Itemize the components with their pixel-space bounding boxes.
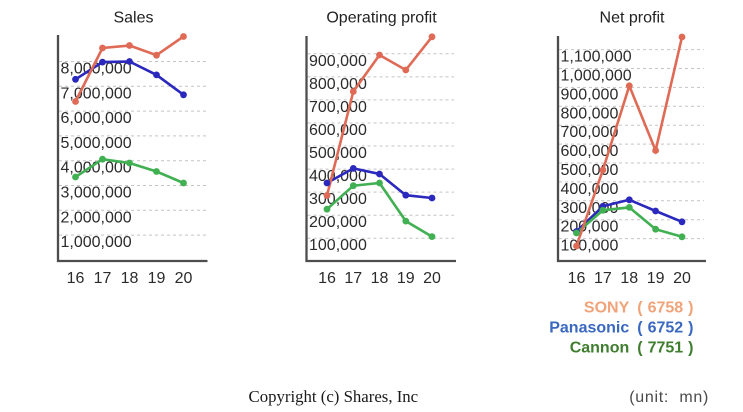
svg-text:Cannon(7751): Cannon(7751) (570, 340, 694, 357)
svg-text:16: 16 (568, 270, 586, 287)
svg-text:3,000,000: 3,000,000 (61, 185, 132, 202)
svg-text:17: 17 (344, 270, 362, 287)
svg-text:17: 17 (594, 270, 612, 287)
svg-text:20: 20 (175, 270, 193, 287)
svg-text:700,000: 700,000 (561, 124, 619, 141)
svg-text:900,000: 900,000 (309, 53, 367, 70)
svg-text:Copyright (c) Shares, Inc: Copyright (c) Shares, Inc (249, 387, 419, 406)
svg-text:1,000,000: 1,000,000 (61, 234, 132, 251)
svg-text:Panasonic(6752): Panasonic(6752) (549, 320, 693, 337)
svg-text:19: 19 (148, 270, 166, 287)
svg-text:19: 19 (397, 270, 415, 287)
svg-text:7,000,000: 7,000,000 (61, 85, 132, 102)
svg-text:16: 16 (318, 270, 336, 287)
svg-text:800,000: 800,000 (561, 105, 619, 122)
svg-text:600,000: 600,000 (561, 143, 619, 160)
svg-text:1,100,000: 1,100,000 (561, 49, 632, 66)
svg-text:18: 18 (371, 270, 389, 287)
svg-text:1,000,000: 1,000,000 (561, 68, 632, 85)
svg-text:(unit: mn): (unit: mn) (629, 389, 709, 406)
svg-text:16: 16 (67, 270, 85, 287)
svg-text:17: 17 (94, 270, 112, 287)
svg-text:8,000,000: 8,000,000 (61, 61, 132, 78)
svg-text:Sales: Sales (113, 10, 153, 27)
svg-text:700,000: 700,000 (309, 99, 367, 116)
svg-text:100,000: 100,000 (309, 237, 367, 254)
svg-text:20: 20 (423, 270, 441, 287)
svg-text:18: 18 (620, 270, 638, 287)
svg-text:500,000: 500,000 (561, 162, 619, 179)
svg-text:600,000: 600,000 (309, 122, 367, 139)
svg-text:18: 18 (121, 270, 139, 287)
svg-text:Net profit: Net profit (600, 10, 665, 27)
svg-text:400,000: 400,000 (561, 181, 619, 198)
svg-text:4,000,000: 4,000,000 (61, 160, 132, 177)
svg-text:SONY(6758): SONY(6758) (584, 299, 694, 316)
svg-text:Operating profit: Operating profit (326, 10, 437, 27)
svg-text:200,000: 200,000 (309, 214, 367, 231)
svg-text:6,000,000: 6,000,000 (61, 110, 132, 127)
svg-text:100,000: 100,000 (561, 238, 619, 255)
svg-text:20: 20 (673, 270, 691, 287)
svg-text:900,000: 900,000 (561, 86, 619, 103)
svg-text:5,000,000: 5,000,000 (61, 135, 132, 152)
svg-text:2,000,000: 2,000,000 (61, 209, 132, 226)
svg-text:19: 19 (647, 270, 665, 287)
